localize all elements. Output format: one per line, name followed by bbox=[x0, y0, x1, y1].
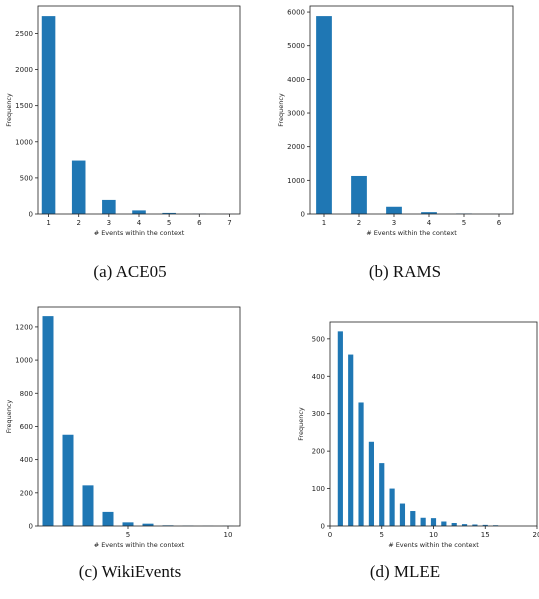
bar bbox=[399, 503, 406, 526]
x-tick-label: 5 bbox=[167, 219, 171, 227]
y-axis-label: Frequency bbox=[5, 93, 13, 127]
y-tick-label: 500 bbox=[312, 335, 325, 343]
y-tick-label: 0 bbox=[321, 523, 325, 531]
y-tick-label: 0 bbox=[29, 523, 33, 531]
y-tick-label: 1000 bbox=[15, 357, 33, 365]
x-tick-label: 5 bbox=[126, 531, 130, 539]
x-axis-label: # Events within the context bbox=[366, 229, 457, 237]
x-tick-label: 1 bbox=[322, 219, 326, 227]
bar bbox=[348, 354, 354, 526]
y-axis-label: Frequency bbox=[297, 407, 305, 441]
x-axis-label: # Events within the context bbox=[94, 541, 185, 549]
bar bbox=[358, 402, 364, 526]
y-tick-label: 2000 bbox=[287, 143, 305, 151]
bar bbox=[82, 485, 94, 526]
y-tick-label: 6000 bbox=[287, 9, 305, 17]
x-axis-label: # Events within the context bbox=[94, 229, 185, 237]
y-tick-label: 2500 bbox=[15, 30, 33, 38]
x-tick-label: 1 bbox=[46, 219, 50, 227]
caption-rams: (b) RAMS bbox=[368, 262, 442, 281]
chart-panel-rams: 1 2 3 4 5 6 0 1000 2000 3000 4000 5000 6000 # Events … bbox=[275, 0, 535, 296]
bar bbox=[389, 488, 395, 526]
bar bbox=[472, 524, 478, 526]
bar bbox=[379, 463, 385, 526]
bar bbox=[132, 210, 146, 214]
plot-frame bbox=[37, 5, 241, 215]
y-tick-label: 5000 bbox=[287, 42, 305, 50]
y-tick-label: 200 bbox=[20, 489, 33, 497]
bar bbox=[451, 523, 457, 526]
bar bbox=[316, 16, 332, 214]
y-tick-label: 0 bbox=[301, 211, 305, 219]
chart-panel-ace05: 1 2 3 4 5 6 7 0 500 1000 1500 2000 2500 # Events with… bbox=[0, 0, 260, 296]
x-tick-label: 4 bbox=[427, 219, 432, 227]
y-tick-label: 400 bbox=[312, 373, 325, 381]
x-tick-label: 2 bbox=[357, 219, 361, 227]
x-tick-label: 7 bbox=[227, 219, 231, 227]
bar bbox=[102, 511, 114, 526]
bar bbox=[102, 199, 116, 214]
x-axis-label: # Events within the context bbox=[388, 541, 479, 549]
bar bbox=[386, 206, 402, 214]
y-tick-label: 1000 bbox=[15, 138, 33, 146]
bar bbox=[421, 212, 437, 214]
x-tick-label: 2 bbox=[76, 219, 80, 227]
y-axis-label: Frequency bbox=[277, 93, 285, 127]
bar bbox=[162, 212, 176, 214]
y-tick-label: 4000 bbox=[287, 76, 305, 84]
bar bbox=[337, 331, 343, 526]
chart-rams: 1 2 3 4 5 6 0 1000 2000 3000 4000 5000 6000 # Events … bbox=[277, 5, 514, 237]
bar bbox=[461, 524, 468, 526]
y-tick-label: 2000 bbox=[15, 66, 33, 74]
x-tick-label: 5 bbox=[380, 531, 384, 539]
bar bbox=[441, 521, 447, 526]
y-tick-label: 400 bbox=[20, 456, 33, 464]
y-tick-label: 500 bbox=[20, 174, 33, 182]
x-tick-label: 6 bbox=[197, 219, 202, 227]
y-tick-label: 0 bbox=[29, 211, 33, 219]
x-tick-label: 10 bbox=[224, 531, 233, 539]
chart-wikievents: 5 10 0 200 400 600 800 1000 1200 # Events within … bbox=[5, 306, 241, 549]
x-tick-label: 3 bbox=[107, 219, 111, 227]
x-tick-label: 15 bbox=[481, 531, 490, 539]
bar bbox=[430, 518, 437, 526]
bar bbox=[142, 523, 154, 526]
bar bbox=[351, 175, 367, 214]
bar bbox=[122, 522, 134, 526]
bar bbox=[41, 16, 56, 214]
y-tick-label: 200 bbox=[312, 448, 325, 456]
bar bbox=[420, 517, 426, 526]
chart-panel-wikievents: 5 10 0 200 400 600 800 1000 1200 # Events within … bbox=[0, 300, 260, 596]
chart-mlee: 051015200100200300400500# Events within … bbox=[297, 321, 539, 549]
y-tick-label: 600 bbox=[20, 423, 33, 431]
x-tick-label: 20 bbox=[533, 531, 539, 539]
x-tick-label: 3 bbox=[392, 219, 396, 227]
bar bbox=[62, 434, 74, 526]
bar bbox=[410, 511, 416, 526]
chart-panel-mlee: 051015200100200300400500# Events within … bbox=[275, 300, 539, 596]
chart-ace05: 1 2 3 4 5 6 7 0 500 1000 1500 2000 2500 # Events with… bbox=[5, 5, 241, 237]
plot-frame bbox=[37, 306, 241, 527]
y-tick-label: 1200 bbox=[15, 323, 33, 331]
x-tick-label: 4 bbox=[137, 219, 142, 227]
bar bbox=[71, 160, 86, 214]
caption-ace05: (a) ACE05 bbox=[93, 262, 167, 281]
y-tick-label: 300 bbox=[312, 410, 325, 418]
y-tick-label: 100 bbox=[312, 485, 325, 493]
x-tick-label: 10 bbox=[429, 531, 438, 539]
caption-mlee: (d) MLEE bbox=[369, 562, 441, 581]
y-tick-label: 1000 bbox=[287, 177, 305, 185]
x-tick-label: 5 bbox=[462, 219, 466, 227]
plot-frame bbox=[309, 5, 514, 215]
caption-wikievents: (c) WikiEvents bbox=[78, 562, 182, 581]
y-tick-label: 800 bbox=[20, 390, 33, 398]
bar bbox=[482, 524, 488, 526]
x-tick-label: 6 bbox=[497, 219, 502, 227]
bar bbox=[42, 316, 54, 526]
y-axis-label: Frequency bbox=[5, 400, 13, 434]
y-tick-label: 1500 bbox=[15, 102, 33, 110]
bar bbox=[368, 441, 374, 526]
y-tick-label: 3000 bbox=[287, 110, 305, 118]
x-tick-label: 0 bbox=[328, 531, 332, 539]
